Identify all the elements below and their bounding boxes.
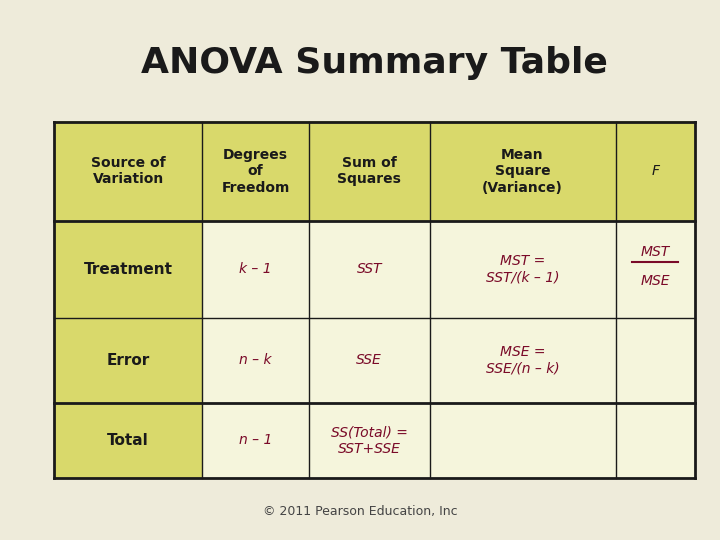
Bar (54, 221, 202, 318)
Bar (430, 221, 616, 318)
Bar (616, 318, 695, 403)
Text: Source of
Variation: Source of Variation (91, 156, 166, 186)
Text: MST =
SST/(k – 1): MST = SST/(k – 1) (486, 254, 559, 285)
Bar (430, 122, 616, 221)
Text: n – 1: n – 1 (239, 434, 272, 448)
Bar (202, 403, 309, 478)
Text: SSE: SSE (356, 353, 382, 367)
Text: n – k: n – k (239, 353, 271, 367)
Text: Total: Total (107, 433, 149, 448)
Bar (202, 221, 309, 318)
Bar (616, 122, 695, 221)
Bar (309, 318, 430, 403)
Bar (309, 403, 430, 478)
Text: Treatment: Treatment (84, 262, 173, 277)
Text: Error: Error (107, 353, 150, 368)
Text: Mean
Square
(Variance): Mean Square (Variance) (482, 148, 563, 194)
Bar (616, 221, 695, 318)
Bar (430, 318, 616, 403)
Text: SST: SST (356, 262, 382, 276)
Bar (54, 122, 202, 221)
Bar (309, 221, 430, 318)
Bar (54, 318, 202, 403)
Text: ANOVA Summary Table: ANOVA Summary Table (141, 46, 608, 80)
Bar (309, 122, 430, 221)
Text: k – 1: k – 1 (239, 262, 272, 276)
Text: Degrees
of
Freedom: Degrees of Freedom (221, 148, 289, 194)
Text: MST: MST (641, 245, 670, 259)
Bar (54, 403, 202, 478)
Text: Sum of
Squares: Sum of Squares (337, 156, 401, 186)
Bar (616, 403, 695, 478)
Text: MSE =
SSE/(n – k): MSE = SSE/(n – k) (486, 345, 559, 375)
Bar (202, 122, 309, 221)
Bar (430, 403, 616, 478)
Text: SS(Total) =
SST+SSE: SS(Total) = SST+SSE (330, 426, 408, 456)
Text: MSE: MSE (640, 274, 670, 288)
Bar (202, 318, 309, 403)
Text: F: F (651, 164, 660, 178)
Text: © 2011 Pearson Education, Inc: © 2011 Pearson Education, Inc (263, 505, 457, 518)
